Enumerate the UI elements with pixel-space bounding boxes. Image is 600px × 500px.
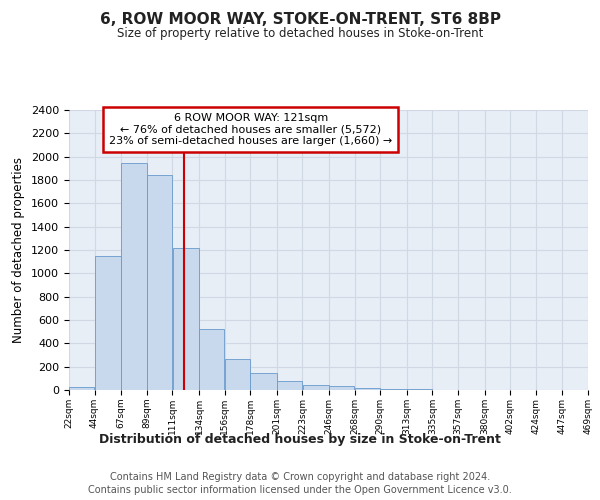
Text: Distribution of detached houses by size in Stoke-on-Trent: Distribution of detached houses by size … [99,432,501,446]
Text: Contains public sector information licensed under the Open Government Licence v3: Contains public sector information licen… [88,485,512,495]
Y-axis label: Number of detached properties: Number of detached properties [13,157,25,343]
Bar [173,248,199,390]
Bar [355,388,380,390]
Bar [199,330,224,390]
Bar [121,162,146,390]
Bar [69,387,94,390]
Bar [95,256,121,390]
Bar [302,385,329,390]
Text: 6, ROW MOOR WAY, STOKE-ON-TRENT, ST6 8BP: 6, ROW MOOR WAY, STOKE-ON-TRENT, ST6 8BP [100,12,500,28]
Text: Size of property relative to detached houses in Stoke-on-Trent: Size of property relative to detached ho… [117,28,483,40]
Text: Contains HM Land Registry data © Crown copyright and database right 2024.: Contains HM Land Registry data © Crown c… [110,472,490,482]
Bar [225,359,250,390]
Bar [250,373,277,390]
Bar [329,386,355,390]
Text: 6 ROW MOOR WAY: 121sqm
← 76% of detached houses are smaller (5,572)
23% of semi-: 6 ROW MOOR WAY: 121sqm ← 76% of detached… [109,113,392,146]
Bar [277,380,302,390]
Bar [147,176,172,390]
Bar [380,389,407,390]
